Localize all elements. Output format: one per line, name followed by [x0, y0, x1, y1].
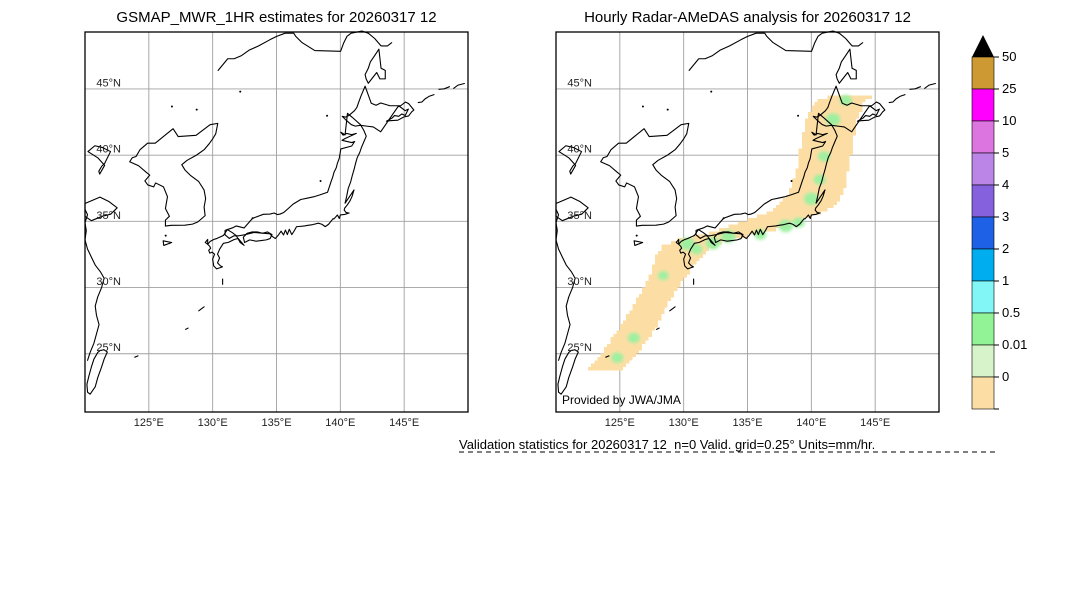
svg-text:25: 25 — [1002, 81, 1016, 96]
svg-text:125°E: 125°E — [134, 417, 164, 429]
svg-text:Validation statistics for 2026: Validation statistics for 20260317 12 n=… — [459, 437, 875, 452]
svg-text:130°E: 130°E — [669, 417, 699, 429]
svg-text:40°N: 40°N — [96, 144, 121, 156]
svg-text:Provided by JWA/JMA: Provided by JWA/JMA — [562, 393, 681, 407]
svg-text:GSMAP_MWR_1HR estimates for 20: GSMAP_MWR_1HR estimates for 20260317 12 — [116, 9, 436, 26]
svg-text:50: 50 — [1002, 49, 1016, 64]
svg-text:Hourly Radar-AMeDAS analysis f: Hourly Radar-AMeDAS analysis for 2026031… — [584, 9, 911, 26]
svg-text:3: 3 — [1002, 209, 1009, 224]
svg-text:0.5: 0.5 — [1002, 305, 1020, 320]
svg-text:4: 4 — [1002, 177, 1009, 192]
svg-text:135°E: 135°E — [732, 417, 762, 429]
svg-text:1: 1 — [1002, 273, 1009, 288]
svg-text:0: 0 — [1002, 369, 1009, 384]
svg-text:35°N: 35°N — [96, 210, 121, 222]
svg-text:35°N: 35°N — [567, 210, 592, 222]
svg-text:40°N: 40°N — [567, 144, 592, 156]
svg-text:10: 10 — [1002, 113, 1016, 128]
svg-text:130°E: 130°E — [198, 417, 228, 429]
svg-text:25°N: 25°N — [96, 342, 121, 354]
svg-text:145°E: 145°E — [860, 417, 890, 429]
svg-text:125°E: 125°E — [605, 417, 635, 429]
svg-text:2: 2 — [1002, 241, 1009, 256]
svg-text:30°N: 30°N — [567, 276, 592, 288]
svg-text:135°E: 135°E — [261, 417, 291, 429]
svg-text:140°E: 140°E — [796, 417, 826, 429]
svg-text:5: 5 — [1002, 145, 1009, 160]
svg-text:45°N: 45°N — [96, 77, 121, 89]
svg-text:25°N: 25°N — [567, 342, 592, 354]
svg-text:45°N: 45°N — [567, 77, 592, 89]
svg-text:30°N: 30°N — [96, 276, 121, 288]
svg-text:145°E: 145°E — [389, 417, 419, 429]
svg-text:140°E: 140°E — [325, 417, 355, 429]
svg-text:0.01: 0.01 — [1002, 337, 1027, 352]
